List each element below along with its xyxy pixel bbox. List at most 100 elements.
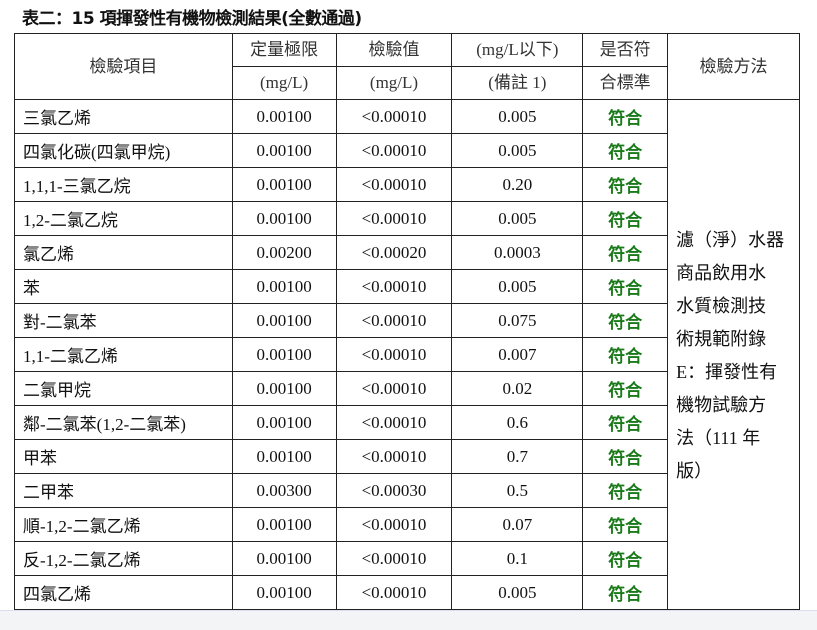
cell-result: 符合 [582,439,669,474]
cell-limit: 0.005 [451,269,584,304]
cell-result: 符合 [582,269,669,304]
table-row: 四氯乙烯 0.00100 <0.00010 0.005 符合 [14,575,800,610]
cell-item: 1,1-二氯乙烯 [14,337,233,372]
cell-limit: 0.0003 [451,235,584,270]
header-loq-unit: (mg/L) [231,66,337,100]
cell-result: 符合 [582,235,669,270]
method-line: 機物試驗方 [676,395,767,415]
cell-result: 符合 [582,201,669,236]
cell-value: <0.00020 [335,235,453,270]
header-limit: (mg/L以下) [451,33,584,67]
cell-result: 符合 [582,507,669,542]
cell-result: 符合 [582,575,669,610]
cell-loq: 0.00100 [231,575,337,610]
cell-result: 符合 [582,541,669,576]
cell-limit: 0.5 [451,473,584,508]
cell-value: <0.00010 [335,133,453,168]
cell-result: 符合 [582,337,669,372]
cell-value: <0.00010 [335,201,453,236]
cell-limit: 0.005 [451,133,584,168]
cell-loq: 0.00100 [231,541,337,576]
cell-loq: 0.00100 [231,303,337,338]
cell-result: 符合 [582,133,669,168]
cell-limit: 0.6 [451,405,584,440]
cell-value: <0.00010 [335,303,453,338]
cell-limit: 0.20 [451,167,584,202]
header-loq: 定量極限 [231,33,337,67]
method-line: 術規範附錄 [676,329,767,349]
table-row: 氯乙烯 0.00200 <0.00020 0.0003 符合 [14,235,800,270]
cell-item: 氯乙烯 [14,235,233,270]
cell-item: 反-1,2-二氯乙烯 [14,541,233,576]
cell-item: 1,2-二氯乙烷 [14,201,233,236]
table-row: 苯 0.00100 <0.00010 0.005 符合 [14,269,800,304]
cell-limit: 0.075 [451,303,584,338]
cell-item: 四氯化碳(四氯甲烷) [14,133,233,168]
table-row: 對-二氯苯 0.00100 <0.00010 0.075 符合 [14,303,800,338]
header-value-unit: (mg/L) [335,66,453,100]
cell-loq: 0.00300 [231,473,337,508]
cell-result: 符合 [582,473,669,508]
method-line: E：揮發性有 [676,362,778,382]
cell-value: <0.00010 [335,337,453,372]
method-line: 濾（淨）水器 [676,230,785,250]
cell-value: <0.00010 [335,575,453,610]
cell-limit: 0.07 [451,507,584,542]
cell-loq: 0.00100 [231,133,337,168]
cell-result: 符合 [582,405,669,440]
cell-item: 順-1,2-二氯乙烯 [14,507,233,542]
cell-loq: 0.00100 [231,439,337,474]
header-value: 檢驗值 [335,33,453,67]
voc-results-table: 檢驗項目 定量極限 檢驗值 (mg/L以下) 是否符 檢驗方法 (mg/L) (… [14,33,800,610]
cell-item: 四氯乙烯 [14,575,233,610]
cell-loq: 0.00100 [231,405,337,440]
cell-value: <0.00010 [335,405,453,440]
header-method: 檢驗方法 [667,33,800,100]
cell-limit: 0.02 [451,371,584,406]
header-item: 檢驗項目 [14,33,233,100]
table-row: 鄰-二氯苯(1,2-二氯苯) 0.00100 <0.00010 0.6 符合 [14,405,800,440]
cell-loq: 0.00200 [231,235,337,270]
table-row: 1,2-二氯乙烷 0.00100 <0.00010 0.005 符合 [14,201,800,236]
cell-value: <0.00030 [335,473,453,508]
cell-value: <0.00010 [335,269,453,304]
cell-value: <0.00010 [335,507,453,542]
cell-loq: 0.00100 [231,337,337,372]
cell-method: 濾（淨）水器 商品飲用水水質檢測技術規範附錄 E：揮發性有 機物試驗方法（111 年版… [667,99,800,610]
cell-value: <0.00010 [335,439,453,474]
cell-item: 甲苯 [14,439,233,474]
cell-loq: 0.00100 [231,201,337,236]
table-row: 1,1,1-三氯乙烷 0.00100 <0.00010 0.20 符合 [14,167,800,202]
cell-value: <0.00010 [335,541,453,576]
header-compliant-2: 合標準 [582,66,669,100]
cell-result: 符合 [582,303,669,338]
cell-item: 1,1,1-三氯乙烷 [14,167,233,202]
table-row: 1,1-二氯乙烯 0.00100 <0.00010 0.007 符合 [14,337,800,372]
method-line: 法（111 年 [676,428,761,448]
table-title: 表二：15 項揮發性有機物檢測結果(全數通過) [22,9,362,29]
method-line: 商品飲用水 [676,263,767,283]
table-row: 二甲苯 0.00300 <0.00030 0.5 符合 [14,473,800,508]
cell-result: 符合 [582,371,669,406]
cell-limit: 0.007 [451,337,584,372]
cell-result: 符合 [582,167,669,202]
table-row: 三氯乙烯 0.00100 <0.00010 0.005 符合 濾（淨）水器 商品飲用水 水質檢… [14,99,800,610]
cell-value: <0.00010 [335,99,453,134]
cell-loq: 0.00100 [231,99,337,134]
method-line: 版） [676,461,713,481]
method-line: 水質檢測技 [676,296,767,316]
table-row: 四氯化碳(四氯甲烷) 0.00100 <0.00010 0.005 符合 [14,133,800,168]
table-row: 反-1,2-二氯乙烯 0.00100 <0.00010 0.1 符合 [14,541,800,576]
cell-limit: 0.7 [451,439,584,474]
cell-loq: 0.00100 [231,167,337,202]
cell-item: 對-二氯苯 [14,303,233,338]
cell-loq: 0.00100 [231,507,337,542]
cell-limit: 0.005 [451,99,584,134]
cell-limit: 0.005 [451,201,584,236]
cell-limit: 0.1 [451,541,584,576]
page-bottom-edge [0,610,817,630]
cell-item: 二甲苯 [14,473,233,508]
cell-loq: 0.00100 [231,269,337,304]
cell-loq: 0.00100 [231,371,337,406]
cell-item: 二氯甲烷 [14,371,233,406]
